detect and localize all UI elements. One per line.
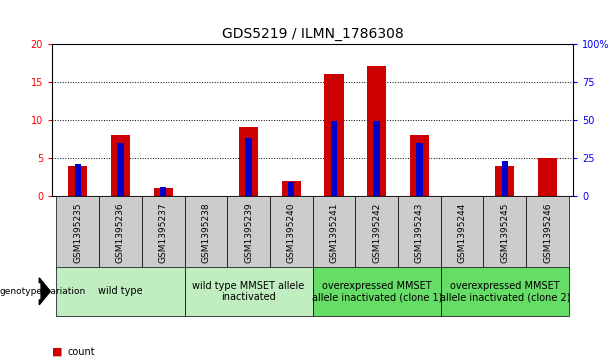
Text: GSM1395240: GSM1395240 — [287, 202, 296, 262]
Title: GDS5219 / ILMN_1786308: GDS5219 / ILMN_1786308 — [222, 27, 403, 41]
Bar — [227, 196, 270, 269]
Bar — [117, 143, 124, 196]
Bar — [153, 188, 173, 196]
Bar — [526, 196, 569, 269]
Bar — [484, 196, 526, 269]
Text: count: count — [67, 347, 95, 357]
FancyArrow shape — [39, 278, 50, 305]
Bar — [410, 135, 429, 196]
Text: overexpressed MMSET
allele inactivated (clone 2): overexpressed MMSET allele inactivated (… — [440, 281, 570, 302]
Bar — [239, 127, 258, 196]
Bar — [538, 158, 557, 196]
Text: GSM1395239: GSM1395239 — [244, 202, 253, 263]
Bar — [185, 196, 227, 269]
Text: genotype/variation: genotype/variation — [0, 287, 86, 296]
Bar — [356, 196, 398, 269]
Bar — [245, 138, 252, 196]
Text: GSM1395246: GSM1395246 — [543, 202, 552, 262]
Bar — [185, 267, 313, 316]
Bar — [111, 135, 130, 196]
Text: GSM1395242: GSM1395242 — [372, 202, 381, 262]
Text: wild type MMSET allele
inactivated: wild type MMSET allele inactivated — [192, 281, 305, 302]
Text: GSM1395245: GSM1395245 — [500, 202, 509, 262]
Bar — [495, 166, 514, 196]
Bar — [501, 161, 508, 196]
Text: GSM1395238: GSM1395238 — [201, 202, 210, 263]
Bar — [270, 196, 313, 269]
Text: ■: ■ — [52, 347, 63, 357]
Text: GSM1395244: GSM1395244 — [458, 202, 466, 262]
Text: wild type: wild type — [98, 286, 143, 296]
Text: overexpressed MMSET
allele inactivated (clone 1): overexpressed MMSET allele inactivated (… — [311, 281, 442, 302]
Bar — [56, 267, 185, 316]
Text: GSM1395241: GSM1395241 — [329, 202, 338, 262]
Bar — [160, 187, 166, 196]
Bar — [441, 267, 569, 316]
Bar — [373, 121, 380, 196]
Bar — [281, 181, 301, 196]
Bar — [68, 166, 87, 196]
Text: GSM1395235: GSM1395235 — [73, 202, 82, 263]
Bar — [75, 164, 81, 196]
Bar — [367, 66, 386, 196]
Bar — [56, 196, 99, 269]
Bar — [288, 182, 294, 196]
Bar — [416, 143, 422, 196]
Text: GSM1395236: GSM1395236 — [116, 202, 125, 263]
Bar — [99, 196, 142, 269]
Text: GSM1395243: GSM1395243 — [415, 202, 424, 262]
Bar — [398, 196, 441, 269]
Text: GSM1395237: GSM1395237 — [159, 202, 167, 263]
Bar — [313, 267, 441, 316]
Bar — [313, 196, 356, 269]
Bar — [142, 196, 185, 269]
Bar — [331, 121, 337, 196]
Bar — [324, 74, 344, 196]
Bar — [441, 196, 484, 269]
